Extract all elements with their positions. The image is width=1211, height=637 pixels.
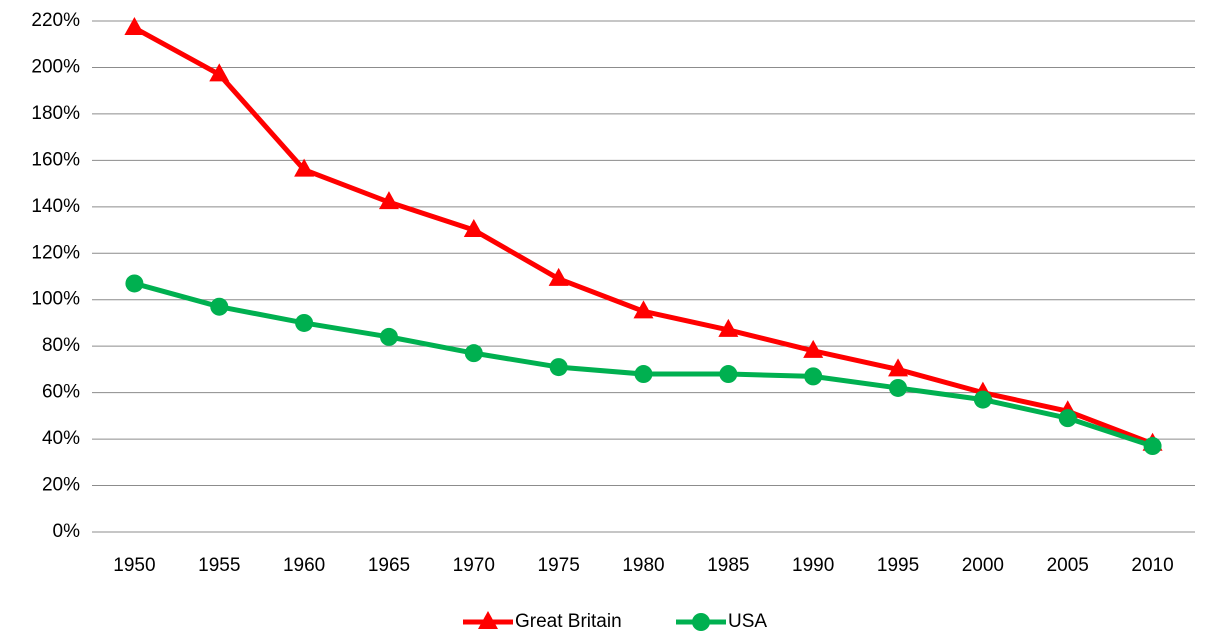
x-tick-label: 1960 [283,555,325,576]
data-point [1143,437,1162,456]
data-point [209,63,230,82]
y-tick-label: 200% [31,56,80,77]
legend-label: Great Britain [515,611,622,632]
x-tick-label: 2005 [1047,555,1089,576]
y-tick-label: 40% [42,428,80,449]
x-tick-label: 1970 [453,555,495,576]
legend-marker [478,611,498,629]
y-tick-label: 60% [42,382,80,403]
y-tick-label: 120% [31,242,80,263]
data-point [719,365,738,384]
y-tick-label: 0% [53,521,81,542]
data-point [633,300,654,319]
x-tick-label: 2000 [962,555,1004,576]
data-point [295,313,314,332]
data-point [803,339,824,358]
data-point [549,358,568,377]
data-point [888,358,909,377]
x-tick-label: 1950 [113,555,155,576]
y-tick-label: 20% [42,475,80,496]
y-tick-label: 160% [31,149,80,170]
x-tick-label: 1990 [792,555,834,576]
y-tick-label: 140% [31,196,80,217]
data-point [210,297,229,316]
y-tick-label: 100% [31,289,80,310]
x-tick-label: 2010 [1131,555,1173,576]
data-point [889,378,908,397]
x-tick-label: 1980 [622,555,664,576]
data-point [634,365,653,384]
x-tick-label: 1965 [368,555,410,576]
x-tick-label: 1975 [538,555,580,576]
data-point [463,219,484,238]
y-tick-label: 80% [42,335,80,356]
legend-marker [692,613,710,631]
data-point [804,367,823,386]
data-point [378,191,399,210]
y-tick-label: 220% [31,10,80,31]
data-point [1058,409,1077,428]
data-point [294,158,315,177]
y-tick-label: 180% [31,103,80,124]
data-point [379,327,398,346]
x-tick-label: 1995 [877,555,919,576]
data-point [125,274,144,293]
x-tick-label: 1985 [707,555,749,576]
legend-label: USA [728,611,767,632]
data-point [124,16,145,35]
data-point [464,344,483,363]
data-point [548,267,569,286]
data-point [973,390,992,409]
data-point [718,318,739,337]
x-tick-label: 1955 [198,555,240,576]
